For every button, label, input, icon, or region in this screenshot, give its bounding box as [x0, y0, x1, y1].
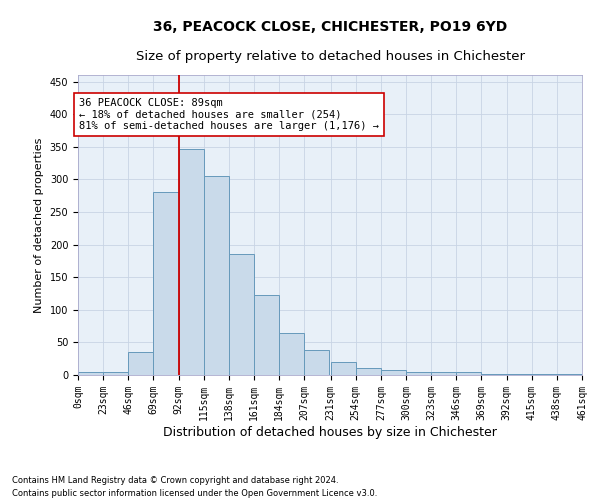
Bar [406, 372, 431, 375]
Text: Contains public sector information licensed under the Open Government Licence v3: Contains public sector information licen… [12, 488, 377, 498]
Bar [557, 374, 582, 375]
Bar [532, 374, 557, 375]
Y-axis label: Number of detached properties: Number of detached properties [34, 138, 44, 312]
Bar [103, 372, 128, 375]
Text: 36 PEACOCK CLOSE: 89sqm
← 18% of detached houses are smaller (254)
81% of semi-d: 36 PEACOCK CLOSE: 89sqm ← 18% of detache… [79, 98, 379, 131]
Bar [154, 192, 179, 375]
Bar [356, 368, 381, 375]
Bar [204, 176, 229, 375]
Bar [431, 372, 456, 375]
Bar [456, 372, 481, 375]
Text: 36, PEACOCK CLOSE, CHICHESTER, PO19 6YD: 36, PEACOCK CLOSE, CHICHESTER, PO19 6YD [153, 20, 507, 34]
Bar [381, 370, 406, 375]
Bar [506, 374, 532, 375]
Text: Size of property relative to detached houses in Chichester: Size of property relative to detached ho… [136, 50, 524, 63]
Bar [78, 372, 103, 375]
X-axis label: Distribution of detached houses by size in Chichester: Distribution of detached houses by size … [163, 426, 497, 438]
Bar [128, 352, 154, 375]
Bar [229, 254, 254, 375]
Bar [481, 374, 506, 375]
Bar [254, 295, 279, 375]
Bar [331, 362, 356, 375]
Bar [179, 150, 204, 375]
Bar [304, 350, 329, 375]
Text: Contains HM Land Registry data © Crown copyright and database right 2024.: Contains HM Land Registry data © Crown c… [12, 476, 338, 485]
Bar [279, 332, 304, 375]
